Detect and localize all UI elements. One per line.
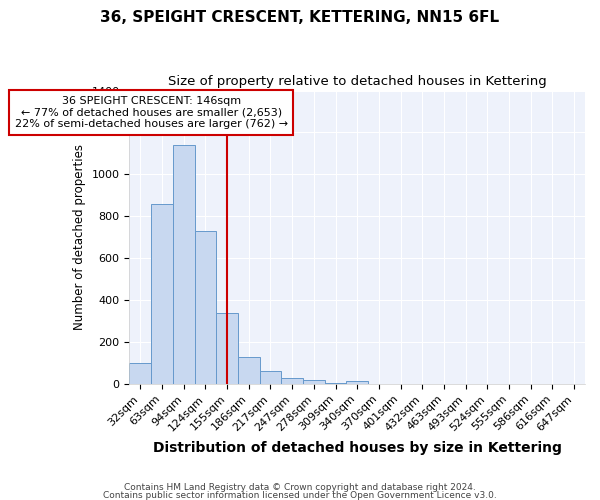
Bar bbox=[346, 381, 368, 384]
Bar bbox=[260, 372, 281, 384]
Bar bbox=[173, 145, 194, 384]
Text: 36 SPEIGHT CRESCENT: 146sqm
← 77% of detached houses are smaller (2,653)
22% of : 36 SPEIGHT CRESCENT: 146sqm ← 77% of det… bbox=[14, 96, 287, 129]
Bar bbox=[151, 204, 173, 384]
Text: 36, SPEIGHT CRESCENT, KETTERING, NN15 6FL: 36, SPEIGHT CRESCENT, KETTERING, NN15 6F… bbox=[100, 10, 500, 25]
Bar bbox=[238, 356, 260, 384]
Title: Size of property relative to detached houses in Kettering: Size of property relative to detached ho… bbox=[168, 75, 547, 88]
X-axis label: Distribution of detached houses by size in Kettering: Distribution of detached houses by size … bbox=[153, 441, 562, 455]
Bar bbox=[325, 383, 346, 384]
Text: Contains HM Land Registry data © Crown copyright and database right 2024.: Contains HM Land Registry data © Crown c… bbox=[124, 482, 476, 492]
Bar bbox=[281, 378, 303, 384]
Text: Contains public sector information licensed under the Open Government Licence v3: Contains public sector information licen… bbox=[103, 491, 497, 500]
Bar bbox=[130, 363, 151, 384]
Bar bbox=[303, 380, 325, 384]
Bar bbox=[194, 231, 216, 384]
Y-axis label: Number of detached properties: Number of detached properties bbox=[73, 144, 86, 330]
Bar bbox=[216, 312, 238, 384]
